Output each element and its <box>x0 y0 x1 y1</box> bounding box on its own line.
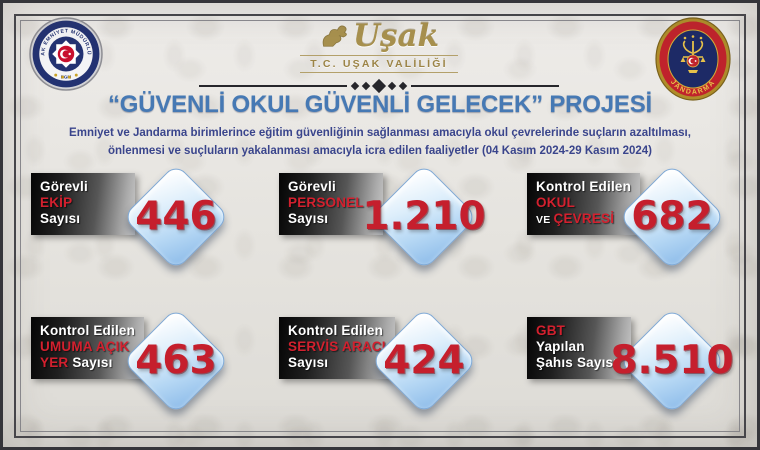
ornament-divider <box>199 78 559 94</box>
stat-label-segment: UMUMA AÇIK <box>40 339 130 355</box>
usak-script-text: Uşak <box>352 18 440 54</box>
stat-label-segment: ÇEVRESİ <box>553 211 615 227</box>
stats-row-2: Kontrol Edilen UMUMA AÇIK YER Sayısı 463 Kon… <box>31 307 747 423</box>
divider-diamond-icon <box>350 81 360 91</box>
paper-background: UŞAK EMNİYET MÜDÜRLÜĞÜ EGM <box>3 3 757 447</box>
stat-label-segment: Kontrol Edilen <box>288 323 384 338</box>
description-text: Emniyet ve Jandarma birimlerince eğitim … <box>69 127 691 157</box>
divider-diamond-icon <box>387 81 397 91</box>
stat-label-line: Görevli <box>288 179 374 195</box>
stat-label-line: VE ÇEVRESİ <box>536 211 631 227</box>
divider-diamond-icon <box>398 81 408 91</box>
stat-label-line: UMUMA AÇIK <box>40 339 135 355</box>
stat-value: 446 <box>135 194 217 239</box>
stat-label-segment: VE <box>536 214 554 227</box>
stat-label-line: Yapılan <box>536 339 622 355</box>
stat-label-segment: Yapılan <box>536 339 585 355</box>
griffin-icon <box>322 25 347 47</box>
border-frame-inner <box>20 20 740 432</box>
valilik-header: Uşak T.C. UŞAK VALİLİĞİ <box>103 17 655 94</box>
stat-card: Kontrol Edilen OKUL VE ÇEVRESİ 682 <box>527 163 753 279</box>
header: UŞAK EMNİYET MÜDÜRLÜĞÜ EGM <box>27 11 731 109</box>
stat-label-segment: YER <box>40 355 73 371</box>
stat-label-segment: Görevli <box>40 179 88 194</box>
stat-label-segment: OKUL <box>536 195 576 211</box>
divider-diamond-icon <box>361 81 371 91</box>
stat-label-segment: Kontrol Edilen <box>40 323 136 338</box>
stat-label-segment: EKİP <box>40 195 73 211</box>
divider-line-left <box>199 85 347 87</box>
stat-value: 424 <box>383 338 465 383</box>
stat-card: Kontrol Edilen UMUMA AÇIK YER Sayısı 463 <box>31 307 257 423</box>
stat-label: Görevli PERSONEL Sayısı <box>279 173 383 235</box>
stat-value: 682 <box>631 194 713 239</box>
stat-label-line: Kontrol Edilen <box>536 179 631 195</box>
stat-label-line: Kontrol Edilen <box>40 323 135 339</box>
stat-label-segment: Şahıs Sayısı <box>536 355 618 371</box>
stat-card: Kontrol Edilen SERVİS ARACI Sayısı 424 <box>279 307 505 423</box>
stat-label-segment: PERSONEL <box>288 195 364 211</box>
stat-label: Kontrol Edilen OKUL VE ÇEVRESİ <box>527 173 641 235</box>
stat-label-segment: Sayısı <box>72 355 113 371</box>
divider-line-right <box>411 85 559 87</box>
stat-label-line: SERVİS ARACI <box>288 339 386 355</box>
police-emblem-icon: UŞAK EMNİYET MÜDÜRLÜĞÜ EGM <box>27 11 103 91</box>
stats-row-1: Görevli EKİP Sayısı 446 Görevli PERSONEL Sayıs… <box>31 163 747 279</box>
stat-value: 1.210 <box>362 194 486 239</box>
stat-card: GBT Yapılan Şahıs Sayısı 8.510 <box>527 307 753 423</box>
stat-label-line: EKİP <box>40 195 126 211</box>
stat-label-line: YER Sayısı <box>40 355 135 371</box>
stat-card: Görevli EKİP Sayısı 446 <box>31 163 257 279</box>
stat-label-segment: SERVİS ARACI <box>288 339 386 355</box>
stat-label: GBT Yapılan Şahıs Sayısı <box>527 317 631 379</box>
police-egm-text: EGM <box>61 75 72 80</box>
stat-label-line: Görevli <box>40 179 126 195</box>
stat-value: 8.510 <box>610 338 734 383</box>
stat-label-line: OKUL <box>536 195 631 211</box>
police-logo: UŞAK EMNİYET MÜDÜRLÜĞÜ EGM <box>27 11 103 96</box>
stat-label-segment: Sayısı <box>40 211 81 227</box>
stat-label: Görevli EKİP Sayısı <box>31 173 135 235</box>
border-frame <box>14 14 746 438</box>
valilik-title: T.C. UŞAK VALİLİĞİ <box>300 55 458 73</box>
stat-label-segment: Sayısı <box>288 211 329 227</box>
stats-grid: Görevli EKİP Sayısı 446 Görevli PERSONEL Sayıs… <box>31 163 747 423</box>
stat-label-line: Kontrol Edilen <box>288 323 386 339</box>
stat-label-line: Sayısı <box>288 355 386 371</box>
stat-label-line: PERSONEL <box>288 195 374 211</box>
stat-value: 463 <box>135 338 217 383</box>
stat-card: Görevli PERSONEL Sayısı 1.210 <box>279 163 505 279</box>
stat-label-segment: Sayısı <box>288 355 329 371</box>
stat-label-segment: Kontrol Edilen <box>536 179 632 194</box>
stat-label-line: Sayısı <box>288 211 374 227</box>
stat-label-line: Şahıs Sayısı <box>536 355 622 371</box>
stat-label: Kontrol Edilen UMUMA AÇIK YER Sayısı <box>31 317 145 379</box>
stat-label-line: GBT <box>536 323 622 339</box>
jandarma-emblem-icon: JANDARMA <box>655 17 731 101</box>
stat-label: Kontrol Edilen SERVİS ARACI Sayısı <box>279 317 395 379</box>
stat-label-segment: Görevli <box>288 179 336 194</box>
stat-label-line: Sayısı <box>40 211 126 227</box>
page-title: “GÜVENLİ OKUL GÜVENLİ GELECEK” PROJESİ <box>107 91 653 118</box>
stat-label-segment: GBT <box>536 323 566 338</box>
jandarma-logo: JANDARMA <box>655 17 731 106</box>
